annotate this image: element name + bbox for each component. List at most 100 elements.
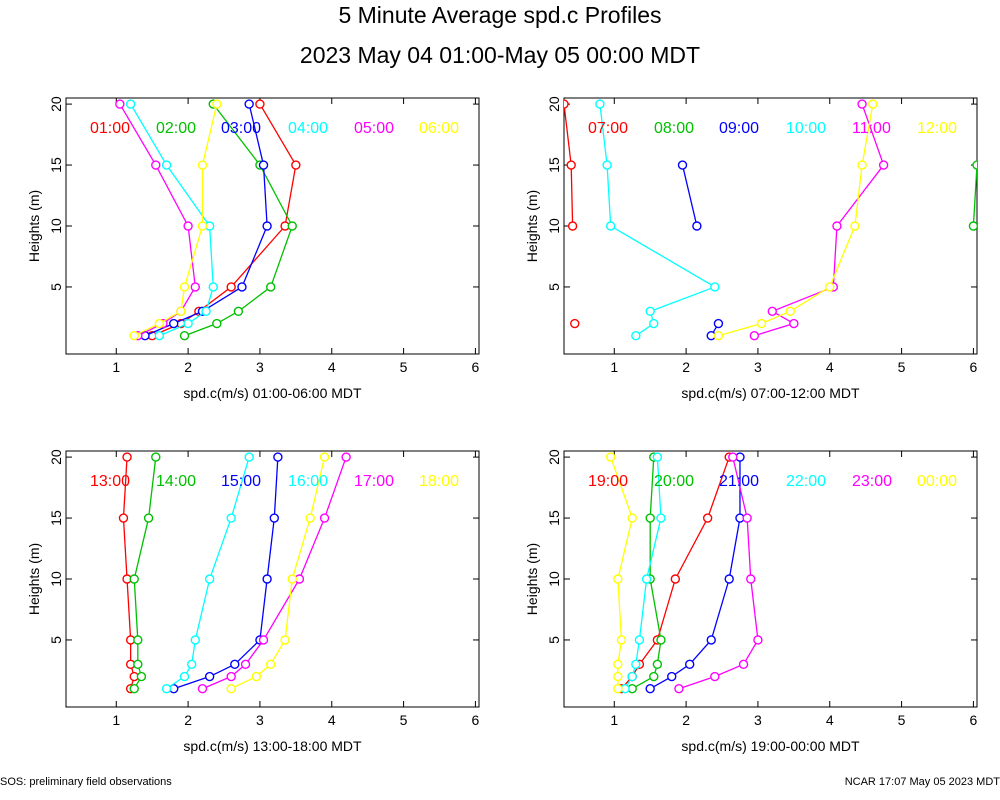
data-point	[605, 452, 616, 462]
legend-entry-1400: 14:00	[156, 473, 196, 490]
data-point	[649, 671, 659, 682]
legend-entry-1600: 16:00	[288, 473, 328, 490]
y-tick-label: 20	[546, 96, 562, 112]
series-line-segment	[829, 225, 856, 288]
plot-panel-1: 1 2 3 4 5 6 5 10 15 20 spd.c(m/s) 01:00-06:00 MDT H…	[26, 96, 480, 401]
data-point	[677, 160, 688, 170]
data-point	[746, 574, 756, 584]
y-tick-label: 5	[546, 636, 562, 644]
data-point	[713, 331, 724, 341]
data-point	[161, 684, 172, 694]
data-point	[244, 452, 254, 462]
legend-entry-0800: 08:00	[654, 120, 694, 137]
data-point	[154, 318, 165, 329]
data-point	[713, 318, 724, 329]
data-point	[645, 306, 655, 317]
series-line-segment	[201, 103, 218, 166]
series-0600	[129, 99, 222, 341]
data-point	[305, 513, 315, 523]
data-point	[613, 574, 623, 584]
data-point	[749, 331, 760, 341]
data-point	[183, 318, 193, 329]
x-tick-label: 5	[400, 712, 408, 728]
data-point	[266, 282, 276, 292]
legend-entry-2100: 21:00	[719, 473, 759, 490]
x-tick-label: 2	[184, 359, 192, 375]
data-point	[122, 452, 132, 462]
data-point	[201, 306, 211, 317]
series-line-segment	[836, 164, 885, 227]
x-tick-label: 4	[328, 712, 336, 728]
y-tick-label: 10	[48, 571, 64, 587]
x-tick-label: 3	[256, 712, 264, 728]
y-tick-label: 10	[546, 571, 562, 587]
series-line-segment	[638, 578, 648, 641]
data-point	[197, 160, 208, 170]
series-line-segment	[617, 578, 623, 640]
y-tick-label: 10	[48, 218, 64, 234]
legend-entry-1200: 12:00	[917, 120, 957, 137]
series-line-segment	[728, 517, 741, 580]
x-tick-label: 3	[256, 359, 264, 375]
series-line-segment	[133, 578, 139, 640]
data-point	[204, 574, 215, 584]
data-point	[738, 659, 749, 670]
x-tick-label: 2	[682, 359, 690, 375]
data-point	[631, 331, 641, 341]
series-line-segment	[122, 457, 128, 519]
y-axis-label: Heights (m)	[26, 543, 42, 615]
series-line-segment	[126, 578, 132, 640]
legend-entry-1900: 19:00	[588, 473, 628, 490]
data-area	[118, 452, 351, 694]
legend-entry-2300: 23:00	[852, 473, 892, 490]
series-line-segment	[284, 578, 293, 641]
series-1000	[595, 99, 720, 341]
legend-entry-0300: 03:00	[221, 120, 261, 137]
data-point	[287, 574, 297, 584]
data-point	[972, 160, 977, 170]
series-line-segment	[237, 286, 272, 312]
data-area	[115, 99, 301, 341]
x-tick-label: 4	[826, 712, 834, 728]
legend-entry-1700: 17:00	[354, 473, 394, 490]
series-line-segment	[241, 225, 268, 288]
data-point	[567, 221, 578, 231]
data-point	[857, 160, 867, 170]
series-line-segment	[270, 225, 293, 288]
y-tick-label: 5	[48, 283, 64, 291]
series-line-segment	[323, 456, 347, 519]
data-point	[753, 635, 763, 645]
legend-entry-1300: 13:00	[90, 473, 130, 490]
series-line-segment	[133, 517, 150, 580]
data-point	[613, 659, 623, 670]
footer-source-note: SOS: preliminary field observations	[0, 776, 172, 788]
data-point	[269, 513, 279, 523]
data-point	[118, 513, 129, 523]
x-axis-label: spd.c(m/s) 01:00-06:00 MDT	[183, 385, 362, 401]
y-tick-label: 15	[546, 157, 562, 173]
y-tick-label: 20	[48, 449, 64, 465]
data-point	[706, 635, 716, 645]
series-line-segment	[187, 225, 196, 288]
series-line-segment	[645, 517, 662, 580]
data-point	[226, 671, 236, 682]
data-point	[212, 99, 222, 109]
data-point	[204, 671, 215, 682]
y-tick-label: 10	[546, 218, 562, 234]
data-point	[850, 221, 860, 231]
series-0000	[605, 452, 637, 694]
series-line-segment	[638, 639, 658, 665]
legend-entry-0200: 02:00	[156, 120, 196, 137]
plot-panel-4: 1 2 3 4 5 6 5 10 15 20 spd.c(m/s) 19:00-00:00 MDT H…	[524, 449, 978, 754]
data-point	[649, 318, 659, 329]
data-point	[968, 221, 977, 231]
data-point	[190, 635, 200, 645]
data-point	[652, 452, 663, 462]
series-line-segment	[656, 457, 662, 519]
data-point	[125, 99, 136, 109]
series-line-segment	[234, 639, 261, 665]
data-area	[564, 99, 977, 341]
data-point	[186, 659, 197, 670]
series-line-segment	[270, 639, 286, 665]
